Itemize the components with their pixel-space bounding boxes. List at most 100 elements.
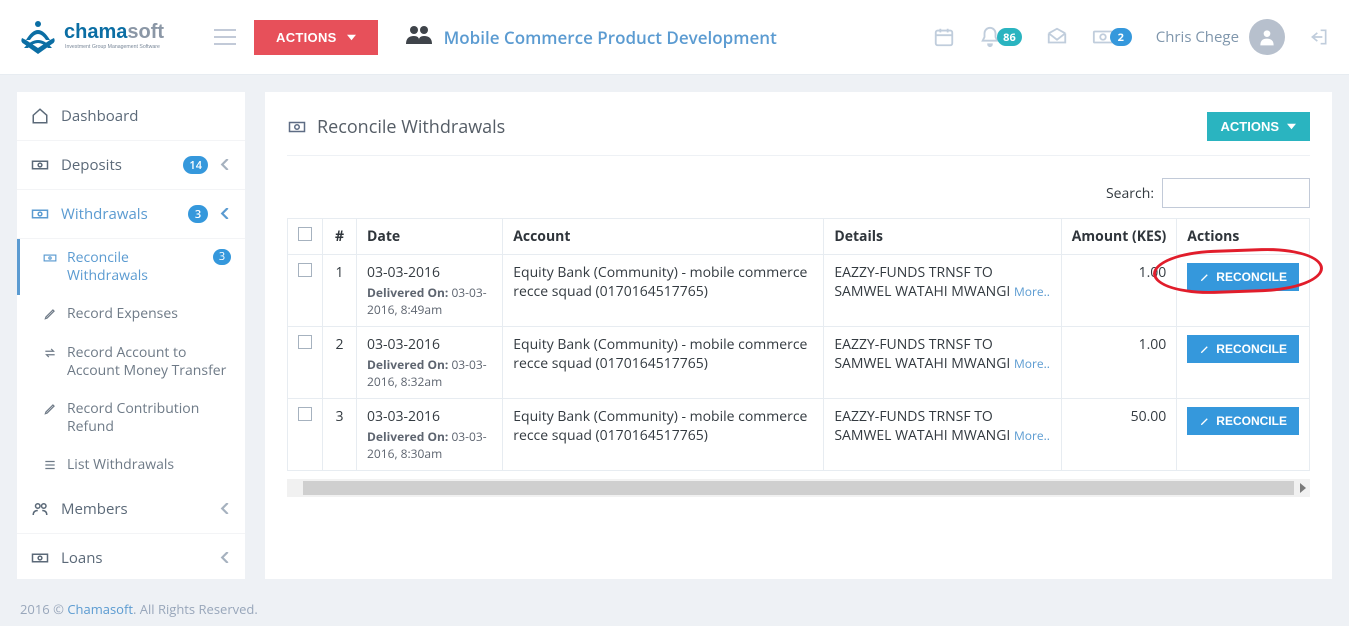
- panel-header: Reconcile Withdrawals ACTIONS: [287, 112, 1310, 156]
- group-icon: [406, 24, 432, 51]
- cash-icon: [31, 156, 49, 174]
- table-row: 3 03-03-2016 Delivered On: 03-03-2016, 8…: [288, 399, 1310, 471]
- sidebar-item-members[interactable]: Members: [17, 485, 245, 534]
- col-date: Date: [357, 219, 503, 255]
- more-link[interactable]: More..: [1014, 283, 1050, 300]
- row-account: Equity Bank (Community) - mobile commerc…: [503, 327, 824, 399]
- row-date: 03-03-2016 Delivered On: 03-03-2016, 8:3…: [357, 327, 503, 399]
- list-icon: [43, 458, 57, 472]
- reconcile-count: 3: [213, 249, 231, 265]
- sidebar-sub-list[interactable]: List Withdrawals: [17, 446, 245, 484]
- chevron-left-icon: [220, 499, 231, 519]
- brand-logo[interactable]: chamasoft Investment Group Management So…: [20, 18, 190, 56]
- row-actions: RECONCILE: [1177, 327, 1310, 399]
- col-details: Details: [824, 219, 1061, 255]
- chevron-left-icon: [220, 204, 231, 224]
- sidebar-sub-refund[interactable]: Record Contribution Refund: [17, 390, 245, 446]
- reconcile-button[interactable]: RECONCILE: [1187, 407, 1299, 435]
- user-menu[interactable]: Chris Chege: [1156, 19, 1285, 55]
- sidebar-item-loans[interactable]: Loans: [17, 534, 245, 580]
- row-checkbox[interactable]: [298, 263, 312, 277]
- search-row: Search:: [287, 178, 1310, 208]
- sidebar-sub-label: Reconcile Withdrawals: [67, 249, 201, 285]
- sidebar: Dashboard Deposits 14 Withdrawals 3 Reco…: [17, 92, 245, 579]
- table-row: 2 03-03-2016 Delivered On: 03-03-2016, 8…: [288, 327, 1310, 399]
- col-account: Account: [503, 219, 824, 255]
- footer-rest: . All Rights Reserved.: [133, 600, 258, 618]
- chevron-down-icon: [1287, 122, 1296, 131]
- home-icon: [31, 107, 49, 125]
- col-amount: Amount (KES): [1061, 219, 1177, 255]
- panel-actions-button[interactable]: ACTIONS: [1207, 112, 1311, 141]
- row-index: 3: [323, 399, 357, 471]
- sidebar-sub-expenses[interactable]: Record Expenses: [17, 295, 245, 333]
- members-icon: [31, 500, 49, 518]
- cash-icon: [287, 118, 307, 136]
- more-link[interactable]: More..: [1014, 427, 1050, 444]
- reconcile-button[interactable]: RECONCILE: [1187, 335, 1299, 363]
- page-title: Reconcile Withdrawals: [317, 115, 1197, 139]
- footer-brand-link[interactable]: Chamasoft: [67, 600, 133, 618]
- group-context[interactable]: Mobile Commerce Product Development: [406, 24, 777, 51]
- money-alerts-count: 2: [1110, 28, 1132, 46]
- col-actions: Actions: [1177, 219, 1310, 255]
- svg-text:Investment Group Management So: Investment Group Management Software: [65, 44, 160, 50]
- footer-year: 2016 ©: [20, 600, 64, 618]
- reconcile-button-label: RECONCILE: [1216, 270, 1287, 284]
- pencil-icon: [1199, 344, 1210, 355]
- header-actions-button[interactable]: ACTIONS: [254, 20, 378, 55]
- sidebar-item-dashboard[interactable]: Dashboard: [17, 92, 245, 141]
- header-right: 86 2 Chris Chege: [933, 19, 1329, 55]
- svg-text:chamasoft: chamasoft: [64, 21, 164, 43]
- sidebar-item-label: Loans: [61, 548, 208, 568]
- row-index: 1: [323, 255, 357, 327]
- menu-toggle-icon[interactable]: [214, 29, 236, 45]
- cash-icon: [31, 549, 49, 567]
- row-account: Equity Bank (Community) - mobile commerc…: [503, 399, 824, 471]
- sidebar-sub-transfer[interactable]: Record Account to Account Money Transfer: [17, 334, 245, 390]
- main-panel: Reconcile Withdrawals ACTIONS Search: # …: [265, 92, 1332, 579]
- row-date: 03-03-2016 Delivered On: 03-03-2016, 8:4…: [357, 255, 503, 327]
- group-name: Mobile Commerce Product Development: [444, 26, 777, 49]
- select-all-checkbox[interactable]: [298, 227, 312, 241]
- sidebar-item-label: Members: [61, 499, 208, 519]
- pencil-icon: [1199, 272, 1210, 283]
- search-label: Search:: [1106, 184, 1154, 203]
- sidebar-sub-label: Record Contribution Refund: [67, 400, 231, 436]
- footer: 2016 © Chamasoft. All Rights Reserved.: [0, 596, 1349, 626]
- sidebar-item-label: Withdrawals: [61, 204, 176, 224]
- row-checkbox[interactable]: [298, 335, 312, 349]
- sidebar-sub-label: Record Expenses: [67, 305, 178, 323]
- logout-icon[interactable]: [1309, 27, 1329, 47]
- sidebar-sub-label: Record Account to Account Money Transfer: [67, 344, 231, 380]
- pencil-icon: [43, 402, 57, 416]
- horizontal-scrollbar[interactable]: [287, 479, 1310, 497]
- sidebar-item-deposits[interactable]: Deposits 14: [17, 141, 245, 190]
- row-checkbox[interactable]: [298, 407, 312, 421]
- row-actions: RECONCILE: [1177, 255, 1310, 327]
- cash-icon: [31, 205, 49, 223]
- avatar: [1249, 19, 1285, 55]
- panel-actions-label: ACTIONS: [1221, 119, 1280, 134]
- row-amount: 50.00: [1061, 399, 1177, 471]
- notifications-icon[interactable]: 86: [979, 26, 1022, 48]
- calendar-icon[interactable]: [933, 26, 955, 48]
- sidebar-item-label: Deposits: [61, 155, 171, 175]
- more-link[interactable]: More..: [1014, 355, 1050, 372]
- sidebar-sub-reconcile[interactable]: Reconcile Withdrawals 3: [17, 239, 245, 295]
- sidebar-sub-label: List Withdrawals: [67, 456, 174, 474]
- search-input[interactable]: [1162, 178, 1310, 208]
- page-body: Dashboard Deposits 14 Withdrawals 3 Reco…: [0, 75, 1349, 596]
- inbox-icon[interactable]: [1046, 26, 1068, 48]
- sidebar-withdrawals-submenu: Reconcile Withdrawals 3 Record Expenses …: [17, 239, 245, 485]
- col-checkbox: [288, 219, 323, 255]
- user-name: Chris Chege: [1156, 27, 1239, 47]
- reconcile-button[interactable]: RECONCILE: [1187, 263, 1299, 291]
- sidebar-item-withdrawals[interactable]: Withdrawals 3: [17, 190, 245, 239]
- row-details: EAZZY-FUNDS TRNSF TO SAMWEL WATAHI MWANG…: [824, 399, 1061, 471]
- row-actions: RECONCILE: [1177, 399, 1310, 471]
- header-actions-label: ACTIONS: [276, 30, 337, 45]
- row-amount: 1.00: [1061, 255, 1177, 327]
- money-alerts-icon[interactable]: 2: [1092, 26, 1132, 48]
- cash-icon: [43, 251, 57, 265]
